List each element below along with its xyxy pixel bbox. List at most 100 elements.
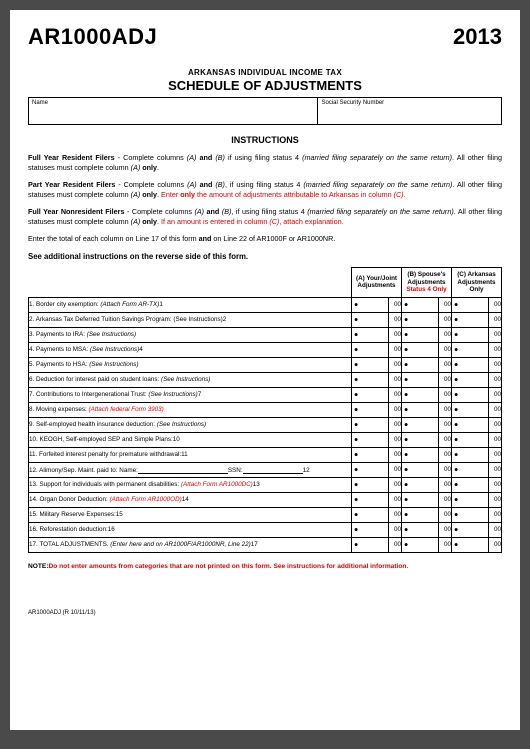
amount-cell[interactable]: ● — [452, 297, 489, 312]
amount-cell[interactable]: ● — [452, 387, 489, 402]
amount-cell[interactable]: ● — [352, 462, 389, 477]
amount-cell[interactable]: ● — [352, 342, 389, 357]
amount-cell[interactable]: ● — [402, 507, 439, 522]
cents-cell: 00 — [489, 447, 502, 462]
amount-cell[interactable]: ● — [402, 327, 439, 342]
cents-cell: 00 — [389, 432, 402, 447]
cents-cell: 00 — [489, 372, 502, 387]
ssn-label: Social Security Number — [321, 100, 384, 106]
amount-cell[interactable]: ● — [352, 312, 389, 327]
instructions-heading: INSTRUCTIONS — [28, 135, 502, 145]
amount-cell[interactable]: ● — [402, 297, 439, 312]
amount-cell[interactable]: ● — [402, 432, 439, 447]
amount-cell[interactable]: ● — [352, 297, 389, 312]
amount-cell[interactable]: ● — [402, 462, 439, 477]
cents-cell: 00 — [439, 342, 452, 357]
cents-cell: 00 — [439, 417, 452, 432]
amount-cell[interactable]: ● — [352, 402, 389, 417]
amount-cell[interactable]: ● — [402, 312, 439, 327]
amount-cell[interactable]: ● — [352, 447, 389, 462]
instruction-p1: Full Year Resident Filers - Complete col… — [28, 153, 502, 174]
cents-cell: 00 — [389, 447, 402, 462]
line-label: 12. Alimony/Sep. Maint. paid to: Name:SS… — [29, 462, 352, 477]
amount-cell[interactable]: ● — [352, 522, 389, 537]
amount-cell[interactable]: ● — [352, 372, 389, 387]
name-ssn-row: Name Social Security Number — [28, 97, 502, 125]
amount-cell[interactable]: ● — [452, 402, 489, 417]
amount-cell[interactable]: ● — [402, 402, 439, 417]
cents-cell: 00 — [489, 357, 502, 372]
amount-cell[interactable]: ● — [452, 522, 489, 537]
cents-cell: 00 — [389, 522, 402, 537]
col-c-head: (C) Arkansas Adjustments Only — [452, 268, 502, 298]
amount-cell[interactable]: ● — [352, 357, 389, 372]
ssn-field[interactable]: Social Security Number — [318, 98, 501, 124]
header: AR1000ADJ 2013 — [28, 24, 502, 50]
cents-cell: 00 — [439, 507, 452, 522]
amount-cell[interactable]: ● — [352, 537, 389, 552]
amount-cell[interactable]: ● — [402, 492, 439, 507]
amount-cell[interactable]: ● — [402, 387, 439, 402]
amount-cell[interactable]: ● — [452, 507, 489, 522]
amount-cell[interactable]: ● — [452, 492, 489, 507]
amount-cell[interactable]: ● — [402, 342, 439, 357]
amount-cell[interactable]: ● — [402, 522, 439, 537]
amount-cell[interactable]: ● — [352, 477, 389, 492]
line-label: 10. KEOGH, Self-employed SEP and Simple … — [29, 432, 352, 447]
col-b-head: (B) Spouse's Adjustments Status 4 Only — [402, 268, 452, 298]
amount-cell[interactable]: ● — [452, 357, 489, 372]
amount-cell[interactable]: ● — [452, 447, 489, 462]
see-additional: See additional instructions on the rever… — [28, 252, 502, 261]
amount-cell[interactable]: ● — [452, 537, 489, 552]
cents-cell: 00 — [489, 537, 502, 552]
cents-cell: 00 — [489, 492, 502, 507]
table-row: 6. Deduction for interest paid on studen… — [29, 372, 502, 387]
cents-cell: 00 — [389, 327, 402, 342]
cents-cell: 00 — [489, 312, 502, 327]
cents-cell: 00 — [389, 357, 402, 372]
title-block: ARKANSAS INDIVIDUAL INCOME TAX SCHEDULE … — [28, 68, 502, 93]
p1-bold: Full Year Resident Filers — [28, 153, 115, 162]
amount-cell[interactable]: ● — [452, 342, 489, 357]
table-row: 10. KEOGH, Self-employed SEP and Simple … — [29, 432, 502, 447]
amount-cell[interactable]: ● — [452, 327, 489, 342]
table-row: 13. Support for individuals with permane… — [29, 477, 502, 492]
amount-cell[interactable]: ● — [402, 447, 439, 462]
cents-cell: 00 — [389, 297, 402, 312]
amount-cell[interactable]: ● — [452, 372, 489, 387]
amount-cell[interactable]: ● — [352, 327, 389, 342]
cents-cell: 00 — [489, 507, 502, 522]
amount-cell[interactable]: ● — [352, 432, 389, 447]
amount-cell[interactable]: ● — [452, 477, 489, 492]
cents-cell: 00 — [489, 342, 502, 357]
name-field[interactable]: Name — [29, 98, 318, 124]
amount-cell[interactable]: ● — [402, 372, 439, 387]
amount-cell[interactable]: ● — [452, 417, 489, 432]
table-row: 1. Border city exemption: (Attach Form A… — [29, 297, 502, 312]
amount-cell[interactable]: ● — [352, 387, 389, 402]
cents-cell: 00 — [439, 402, 452, 417]
amount-cell[interactable]: ● — [402, 417, 439, 432]
form-code: AR1000ADJ — [28, 24, 157, 50]
amount-cell[interactable]: ● — [402, 477, 439, 492]
amount-cell[interactable]: ● — [402, 357, 439, 372]
cents-cell: 00 — [439, 492, 452, 507]
amount-cell[interactable]: ● — [452, 432, 489, 447]
table-row: 12. Alimony/Sep. Maint. paid to: Name:SS… — [29, 462, 502, 477]
amount-cell[interactable]: ● — [452, 462, 489, 477]
amount-cell[interactable]: ● — [402, 537, 439, 552]
footer-rev: AR1000ADJ (R 10/11/13) — [28, 610, 502, 616]
adjustments-table: (A) Your/Joint Adjustments (B) Spouse's … — [28, 267, 502, 553]
amount-cell[interactable]: ● — [352, 417, 389, 432]
amount-cell[interactable]: ● — [352, 492, 389, 507]
table-row: 8. Moving expenses: (Attach federal Form… — [29, 402, 502, 417]
instruction-p4: Enter the total of each column on Line 1… — [28, 234, 502, 244]
table-row: 17. TOTAL ADJUSTMENTS. (Enter here and o… — [29, 537, 502, 552]
line-label: 7. Contributions to Intergenerational Tr… — [29, 387, 352, 402]
amount-cell[interactable]: ● — [352, 507, 389, 522]
amount-cell[interactable]: ● — [452, 312, 489, 327]
note-text: Do not enter amounts from categories tha… — [49, 563, 409, 570]
cents-cell: 00 — [489, 387, 502, 402]
cents-cell: 00 — [489, 327, 502, 342]
line-label: 4. Payments to MSA: (See Instructions)4 — [29, 342, 352, 357]
